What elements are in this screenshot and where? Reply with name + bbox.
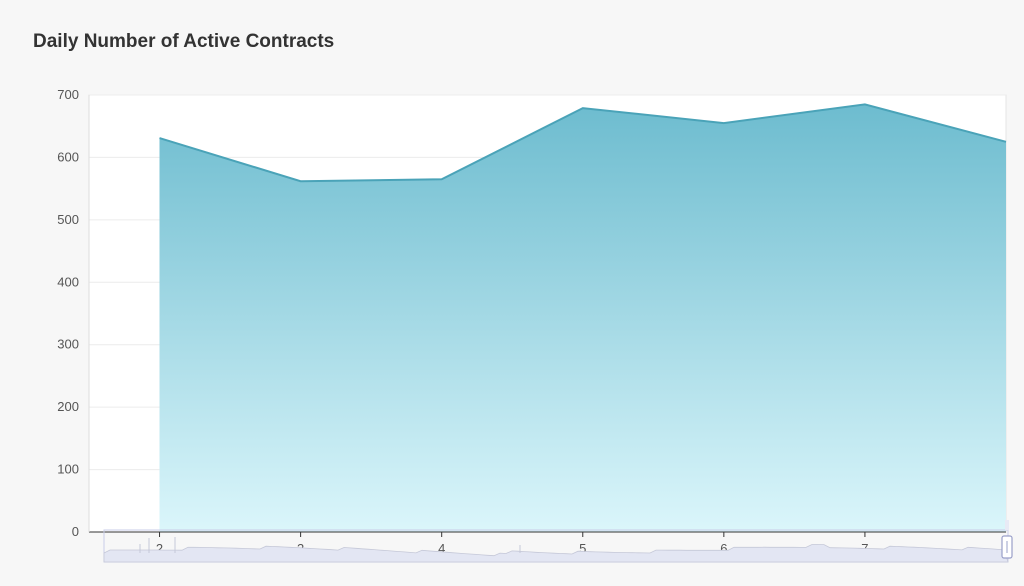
y-tick-label: 100 [57, 462, 79, 477]
y-tick-label: 700 [57, 87, 79, 102]
y-tick-label: 300 [57, 337, 79, 352]
chart-title: Daily Number of Active Contracts [33, 31, 335, 52]
zoom-preview [103, 544, 1009, 563]
series-area [159, 104, 1006, 533]
x-tick-label: 2 [156, 541, 163, 556]
data-zoom-slider[interactable] [103, 520, 1013, 563]
x-tick-label: 5 [579, 541, 586, 556]
y-tick-label: 200 [57, 399, 79, 414]
y-tick-label: 600 [57, 149, 79, 164]
axes [88, 95, 1006, 533]
y-tick-label: 400 [57, 274, 79, 289]
series-line [159, 103, 1007, 183]
x-tick-label: 6 [720, 541, 727, 556]
tick-labels: 0100200300400500600700234567 [57, 87, 868, 556]
y-tick-label: 0 [72, 524, 79, 539]
y-tick-label: 500 [57, 212, 79, 227]
zoom-handle-top [1005, 520, 1009, 530]
x-tick-label: 4 [438, 541, 445, 556]
